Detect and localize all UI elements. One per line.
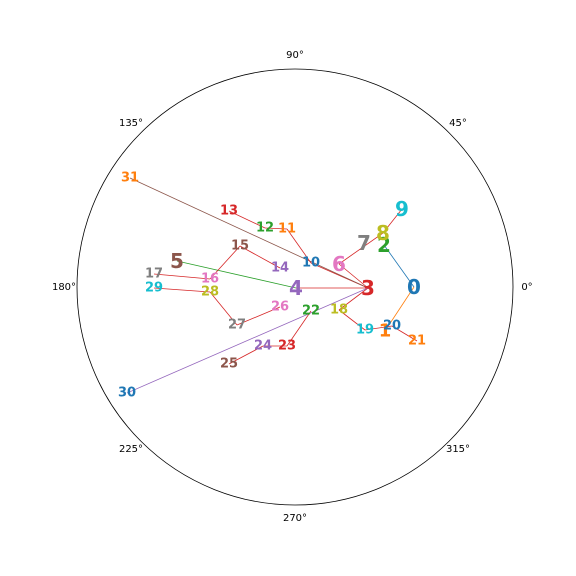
edge-11-12 [264,227,288,230]
node-label-10: 10 [302,256,320,271]
node-label-12: 12 [256,221,274,236]
node-label-4: 4 [289,276,303,300]
edge-14-15 [239,245,281,269]
edge-20-21 [391,325,418,342]
edge-19-20 [364,325,393,331]
node-label-13: 13 [220,204,238,219]
node-label-23: 23 [278,339,296,354]
node-label-24: 24 [254,339,272,354]
edge-16-17 [153,273,211,280]
edge-8-9 [382,208,403,234]
edge-4-5 [176,260,297,289]
node-label-2: 2 [377,233,391,257]
edge-6-8 [338,232,384,265]
edge-3-30 [126,287,369,394]
graph-edges [126,177,418,394]
node-label-11: 11 [278,222,296,237]
node-label-21: 21 [408,334,426,349]
node-label-30: 30 [118,386,136,401]
angle-label-225: 225° [119,444,143,455]
edge-28-29 [153,287,211,293]
edge-15-16 [209,245,241,280]
node-label-6: 6 [332,252,346,276]
angle-label-45: 45° [449,118,467,129]
node-label-19: 19 [356,323,374,338]
node-label-7: 7 [357,231,371,255]
edge-3-6 [338,263,369,289]
polar-axis-circle [76,68,514,506]
node-label-22: 22 [302,304,320,319]
node-label-27: 27 [228,318,246,333]
node-label-25: 25 [220,357,238,372]
edge-22-23 [286,310,312,347]
node-label-26: 26 [271,300,289,315]
node-label-1: 1 [379,321,392,342]
edge-26-27 [236,306,281,326]
edge-10-11 [286,228,312,264]
node-label-9: 9 [395,197,409,221]
angle-label-0: 0° [521,282,532,293]
node-label-3: 3 [361,276,375,300]
node-label-28: 28 [201,285,219,300]
angle-label-135: 135° [119,118,143,129]
node-label-31: 31 [121,171,139,186]
angle-label-315: 315° [446,444,470,455]
edge-0-1 [384,286,415,332]
edge-12-13 [228,210,266,229]
edge-24-25 [228,345,264,365]
edge-18-19 [338,309,366,331]
node-label-17: 17 [145,267,163,282]
node-label-0: 0 [407,275,421,299]
node-label-29: 29 [145,281,163,296]
edge-3-18 [338,287,369,311]
node-label-8: 8 [376,221,390,245]
node-label-5: 5 [170,249,184,273]
node-label-20: 20 [383,319,401,334]
angle-labels: 0° 45° 90° 135° 180° 225° 270° 315° [52,50,533,524]
node-label-16: 16 [201,272,219,287]
angle-label-270: 270° [283,513,307,524]
angle-label-90: 90° [286,50,304,61]
edge-0-2 [383,244,415,288]
edge-3-31 [129,177,369,289]
angle-label-180: 180° [52,282,76,293]
node-label-14: 14 [271,261,289,276]
node-label-18: 18 [330,303,348,318]
node-label-15: 15 [231,239,249,254]
edge-27-28 [209,291,238,326]
